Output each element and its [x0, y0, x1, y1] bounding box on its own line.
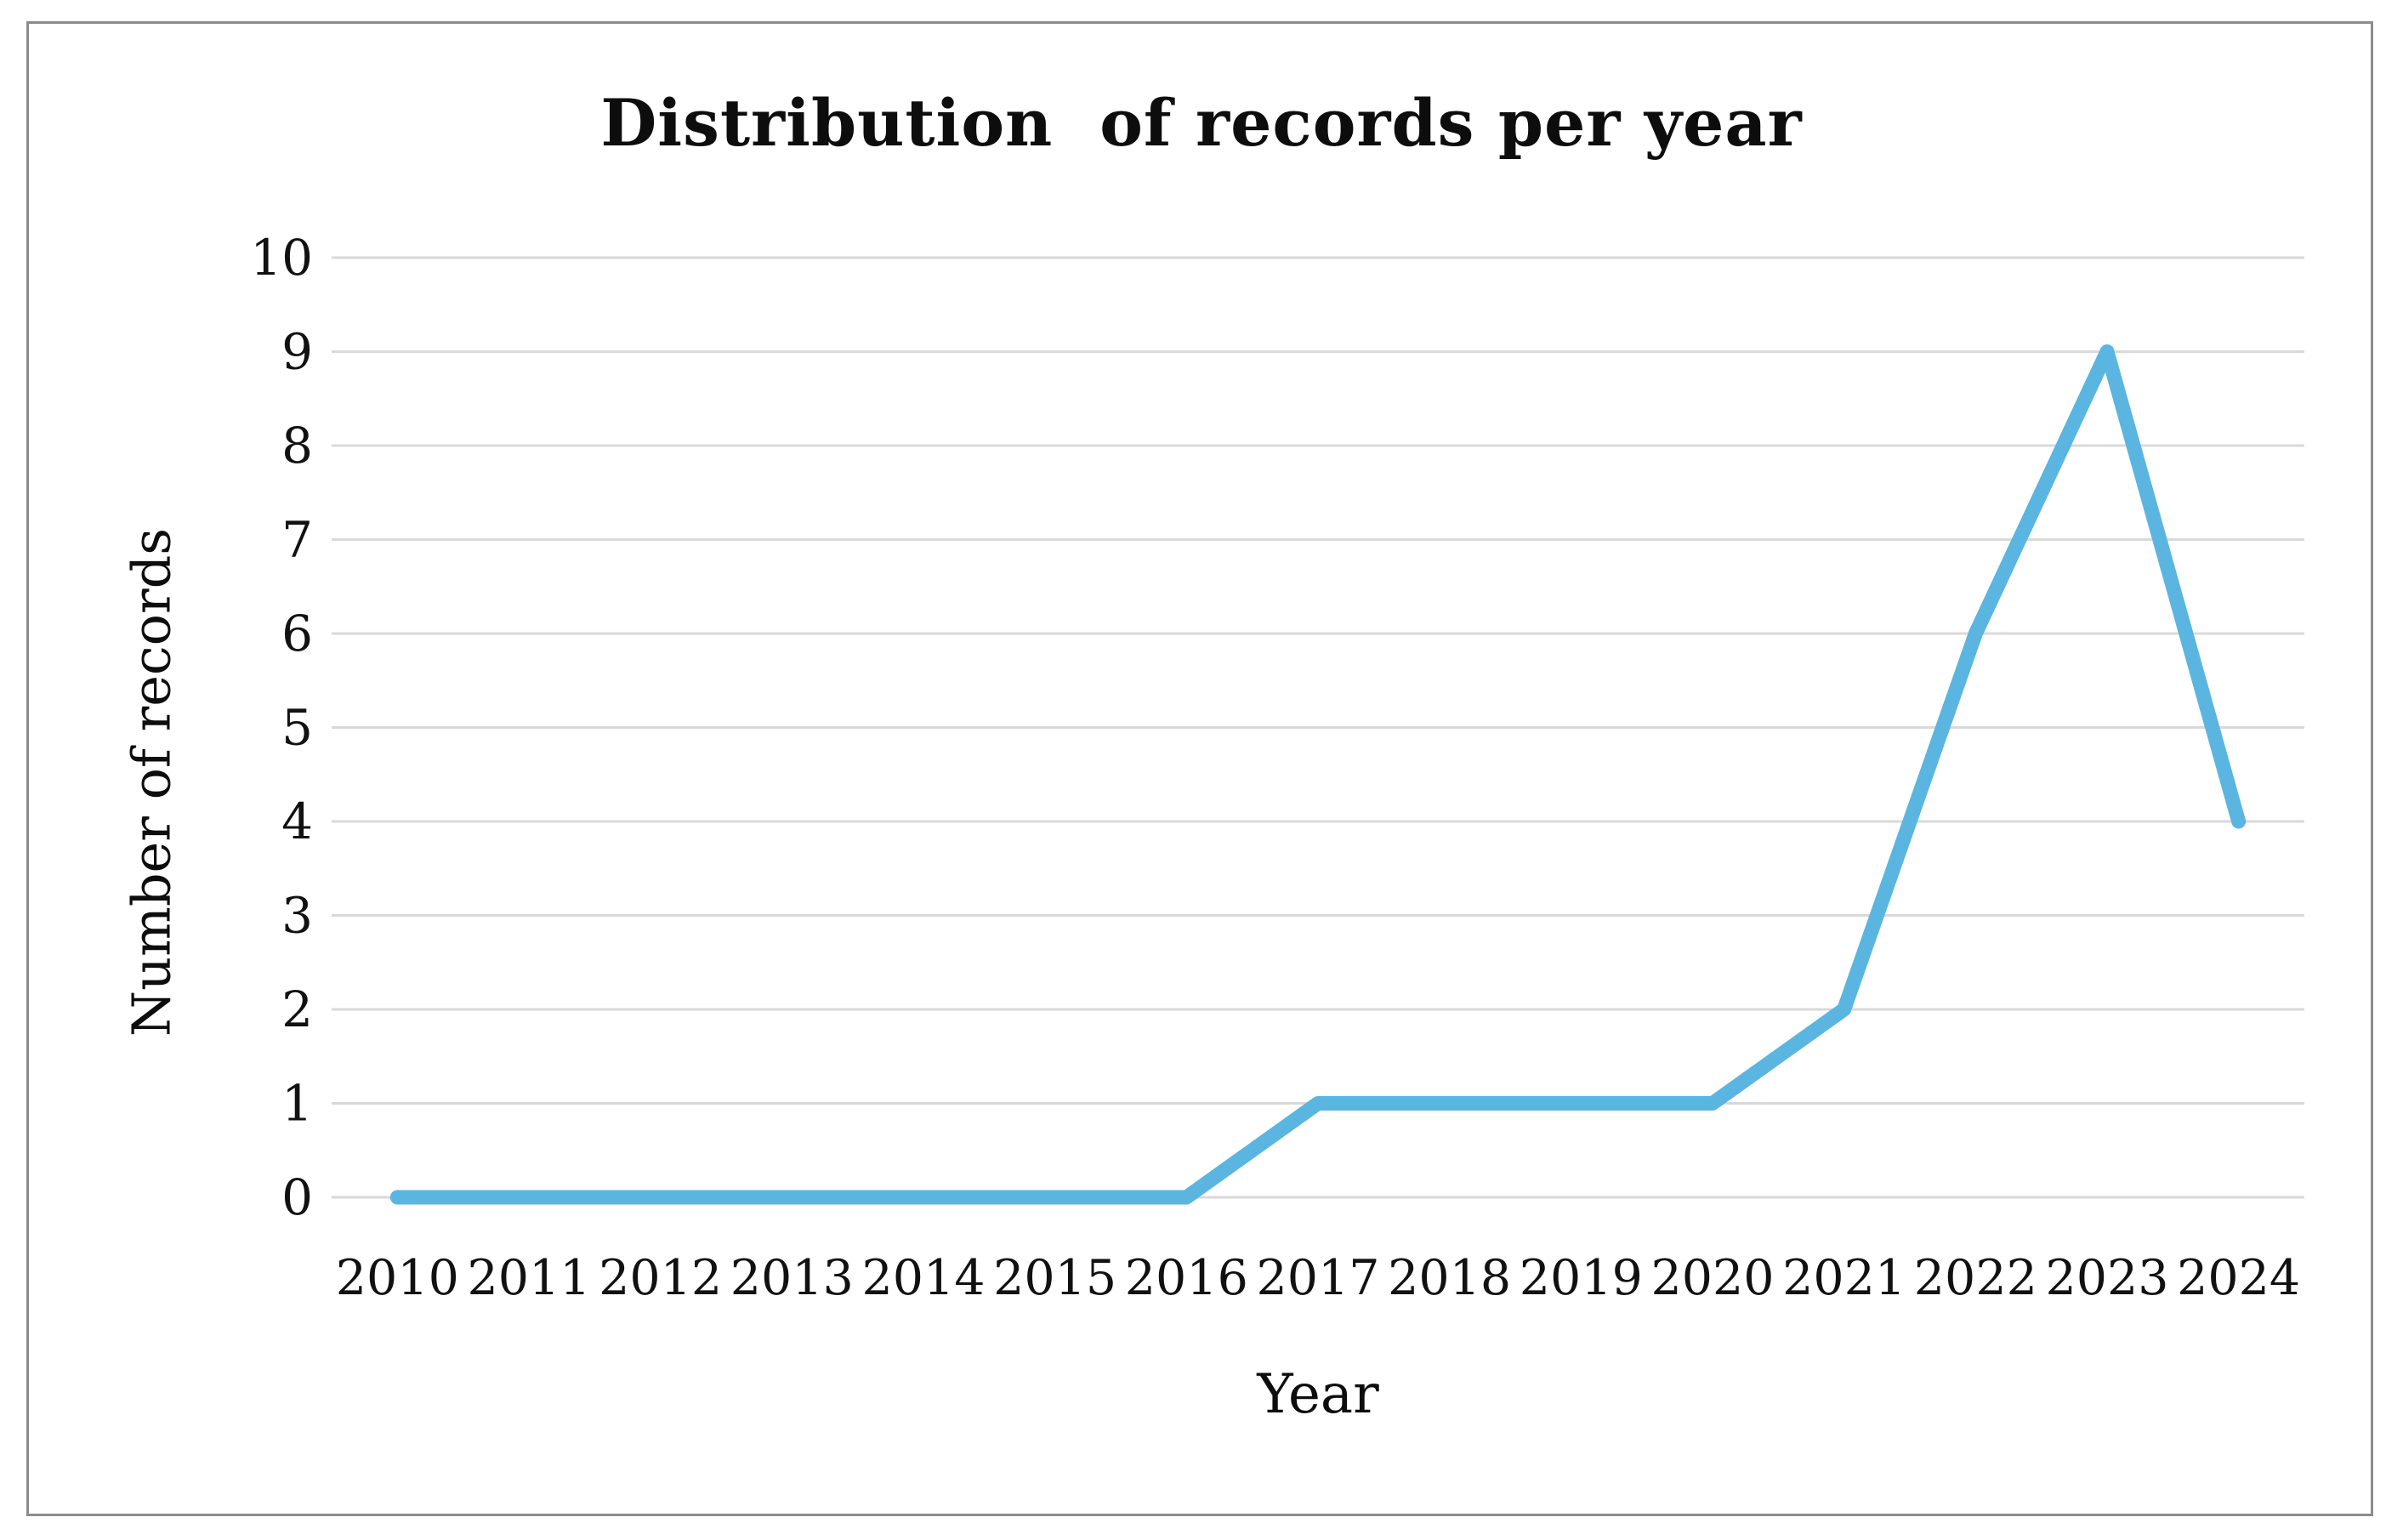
x-tick-label: 2021: [1782, 1250, 1906, 1306]
x-tick-label: 2018: [1388, 1250, 1511, 1306]
y-axis-title: Number of records: [120, 527, 183, 1037]
y-tick-label: 2: [281, 980, 313, 1038]
y-tick-label: 4: [281, 793, 313, 850]
x-tick-label: 2014: [861, 1250, 985, 1306]
y-tick-label: 3: [281, 887, 313, 945]
y-tick-label: 9: [281, 323, 313, 381]
y-tick-label: 5: [281, 699, 313, 757]
y-tick-label: 10: [250, 229, 313, 287]
data-line: [389, 344, 2247, 1205]
x-tick-label: 2012: [599, 1250, 722, 1306]
y-tick-label: 1: [281, 1075, 313, 1133]
x-tick-label: 2024: [2177, 1250, 2300, 1306]
x-tick-label: 2010: [336, 1250, 459, 1306]
y-tick-label: 0: [281, 1168, 313, 1226]
y-tick-label: 6: [281, 605, 313, 662]
figure-frame: [26, 21, 2373, 1516]
x-tick-label: 2020: [1650, 1250, 1774, 1306]
x-axis-title: Year: [1257, 1363, 1379, 1426]
x-tick-label: 2023: [2045, 1250, 2168, 1306]
chart-title: Distribution of records per year: [600, 85, 1803, 161]
x-tick-label: 2019: [1520, 1250, 1643, 1306]
x-tick-label: 2017: [1256, 1250, 1379, 1306]
x-tick-label: 2013: [730, 1250, 854, 1306]
x-tick-label: 2016: [1125, 1250, 1248, 1306]
y-tick-label: 8: [281, 417, 313, 475]
x-tick-label: 2015: [993, 1250, 1116, 1306]
x-tick-label: 2011: [467, 1250, 590, 1306]
x-tick-label: 2022: [1914, 1250, 2037, 1306]
y-tick-label: 7: [281, 511, 313, 569]
